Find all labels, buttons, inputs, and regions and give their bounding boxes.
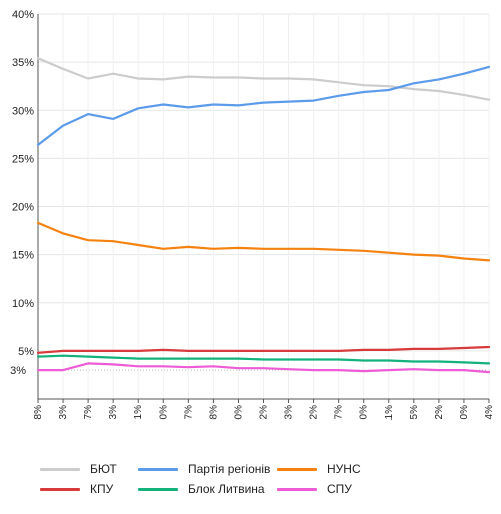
x-tick-label: 45.00% [233,405,244,420]
x-tick-label: 35.67% [183,405,194,420]
x-tick-label: 85.22% [434,405,445,420]
legend-item-byut: БЮТ [40,462,117,476]
legend-label-byut: БЮТ [90,462,117,476]
legend-swatch-party-of-regions [138,467,178,471]
x-tick-label: 65.17% [334,405,345,420]
series-line-3 [36,345,491,354]
gridlines [37,13,490,399]
x-tick-label: 40.08% [208,405,219,420]
x-tick-label: 25.71% [133,405,144,420]
legend-swatch-kpu [40,487,80,491]
legend-swatch-lytvyn-bloc [138,487,178,491]
series-line-1 [36,65,491,146]
x-tick-label: 10.33% [58,405,69,420]
y-tick-label: 5% [18,346,34,358]
x-tick-label: 55.63% [284,405,295,420]
series-line-4 [36,354,491,365]
legend-label-lytvyn-bloc: Блок Литвина [188,482,265,496]
legend-swatch-byut [40,467,80,471]
legend-item-lytvyn-bloc: Блок Литвина [138,482,265,496]
y-tick-label: 10% [12,298,34,310]
x-tick-label: 79.75% [409,405,420,420]
legend-item-nuns: НУНС [277,462,361,476]
y-tick-label: 30% [12,105,34,117]
x-tick-label: 15.47% [83,405,94,420]
y-tick-label: 40% [12,9,34,21]
legend-label-party-of-regions: Партія регіонів [188,462,271,476]
reference-line-label: 3% [10,365,26,377]
x-tick-label: 5.68% [33,405,44,420]
series-line-5 [36,362,491,374]
x-tick-labels: 5.68% 10.33% 15.47% 19.53% 25.71% 31.70% 35.67… [33,405,495,420]
x-tick-label: 50.02% [259,405,270,420]
legend-item-party-of-regions: Партія регіонів [138,462,270,476]
y-tick-labels: 5% 10% 15% 20% 25% 30% 35% 40% 3% [10,9,34,377]
legend-label-spu: СПУ [327,482,352,496]
legend-item-kpu: КПУ [40,482,113,496]
axes [37,14,490,403]
line-chart: 5% 10% 15% 20% 25% 30% 35% 40% 3% 5.68% 10.33% 15.… [10,9,495,420]
x-tick-label: 75.11% [384,405,395,420]
legend-swatch-nuns [277,467,317,471]
x-tick-label: 95.24% [484,405,495,420]
series-line-0 [36,57,491,101]
x-tick-label: 31.70% [158,405,169,420]
legend-item-spu: СПУ [277,482,352,496]
series-line-2 [36,221,491,262]
legend-label-nuns: НУНС [327,462,361,476]
x-tick-label: 59.72% [309,405,320,420]
y-tick-label: 15% [12,250,34,262]
legend-label-kpu: КПУ [90,482,114,496]
x-tick-label: 19.53% [108,405,119,420]
y-tick-label: 25% [12,153,34,165]
x-tick-label: 90.20% [459,405,470,420]
y-tick-label: 20% [12,202,34,214]
legend-swatch-spu [277,487,317,491]
x-tick-label: 70.20% [359,405,370,420]
y-tick-label: 35% [12,57,34,69]
series-lines [36,57,491,374]
